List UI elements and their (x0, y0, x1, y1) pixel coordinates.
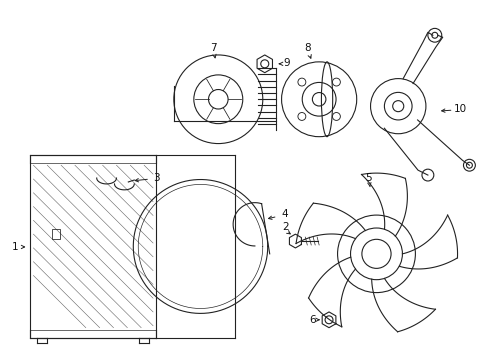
Text: 6: 6 (308, 315, 315, 325)
Text: 3: 3 (152, 173, 159, 183)
Text: 10: 10 (453, 104, 466, 114)
Text: 4: 4 (281, 210, 287, 220)
Text: 2: 2 (282, 222, 288, 232)
Text: 7: 7 (210, 43, 216, 53)
Bar (30, 156, 156, 338)
Bar (52, 229, 60, 239)
Text: 5: 5 (365, 173, 371, 183)
Text: 1: 1 (11, 242, 18, 252)
Text: 9: 9 (283, 58, 289, 68)
Text: 8: 8 (304, 43, 310, 53)
